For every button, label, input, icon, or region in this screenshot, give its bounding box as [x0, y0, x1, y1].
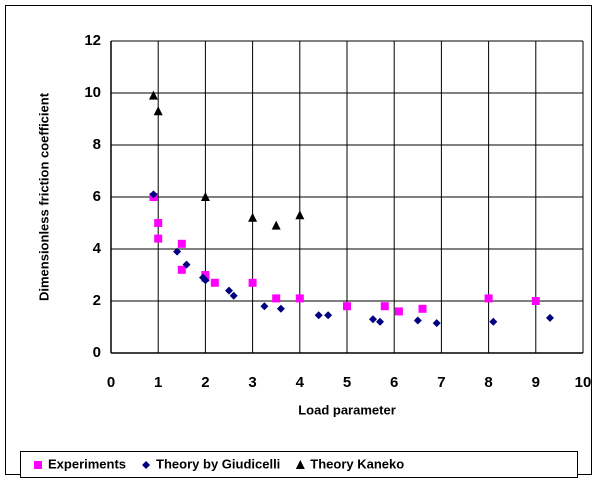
- point: [343, 302, 351, 311]
- point: [248, 278, 257, 287]
- legend-marker: [34, 461, 42, 469]
- legend-label: Experiments: [48, 456, 126, 471]
- x-tick-label: 10: [575, 374, 592, 391]
- point: [314, 311, 323, 320]
- point: [229, 291, 238, 300]
- x-tick-label: 5: [343, 374, 351, 391]
- chart-border: [5, 5, 592, 475]
- y-tick-label: 4: [93, 240, 102, 257]
- point: [200, 192, 210, 201]
- point: [432, 319, 441, 328]
- point: [182, 260, 191, 269]
- point: [272, 294, 281, 303]
- point: [484, 294, 493, 303]
- point: [148, 90, 158, 100]
- y-tick-label: 12: [84, 32, 101, 49]
- x-tick-label: 2: [201, 374, 209, 391]
- point: [295, 294, 304, 303]
- point: [149, 190, 158, 199]
- point: [295, 210, 305, 220]
- x-tick-label: 7: [437, 374, 445, 391]
- x-tick-label: 4: [296, 374, 305, 391]
- x-tick-label: 6: [390, 374, 398, 391]
- point: [177, 265, 186, 274]
- point: [380, 302, 389, 311]
- point: [324, 311, 333, 320]
- point: [394, 307, 403, 316]
- point: [177, 239, 186, 248]
- point: [376, 317, 385, 326]
- y-tick-label: 6: [93, 188, 101, 205]
- point: [545, 313, 554, 322]
- y-tick-label: 0: [93, 344, 101, 361]
- legend-label: Theory Kaneko: [310, 456, 404, 471]
- x-tick-label: 8: [484, 374, 492, 391]
- legend-marker: [142, 461, 151, 469]
- x-tick-label: 1: [154, 374, 162, 391]
- point: [154, 234, 163, 243]
- x-tick-label: 9: [532, 374, 540, 391]
- point: [154, 219, 163, 227]
- point: [210, 278, 219, 287]
- point: [173, 247, 182, 256]
- y-tick-label: 10: [84, 84, 101, 101]
- point: [489, 317, 498, 326]
- x-tick-label: 0: [107, 374, 115, 391]
- point: [276, 304, 285, 313]
- point: [201, 276, 210, 285]
- point: [153, 106, 163, 116]
- legend-marker: [295, 460, 305, 469]
- y-tick-label: 8: [93, 136, 101, 153]
- point: [413, 316, 422, 325]
- point: [531, 297, 540, 305]
- point: [248, 212, 258, 222]
- y-axis-title: Dimensionless friction coefficient: [36, 92, 51, 301]
- y-tick-label: 2: [93, 292, 101, 309]
- point: [418, 304, 427, 313]
- point: [271, 220, 281, 230]
- legend-label: Theory by Giudicelli: [156, 456, 280, 471]
- point: [225, 286, 233, 295]
- x-tick-label: 3: [248, 374, 256, 391]
- point: [260, 302, 269, 311]
- x-axis-title: Load parameter: [298, 402, 396, 417]
- point: [368, 315, 377, 324]
